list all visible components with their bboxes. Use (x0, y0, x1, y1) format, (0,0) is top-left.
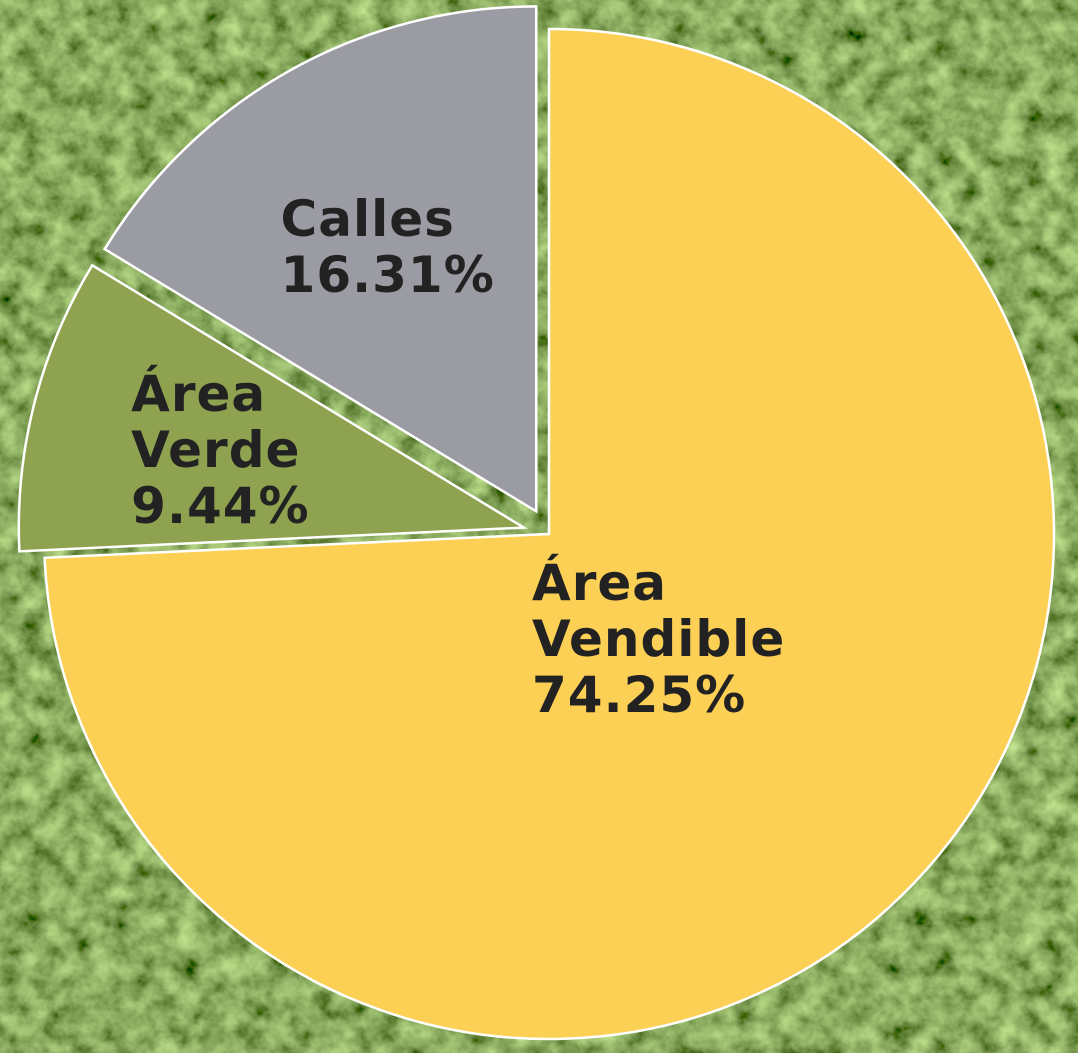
category-name: Calles (281, 191, 455, 247)
page: Área Vendible74.25% Área Verde9.44% Calles… (0, 0, 1078, 1053)
category-name: Área Verde (131, 366, 300, 478)
value-label: 74.25% (532, 667, 785, 723)
value-label: 9.44% (131, 478, 309, 534)
value-label: 16.31% (281, 247, 495, 303)
category-name: Área Vendible (532, 555, 785, 667)
